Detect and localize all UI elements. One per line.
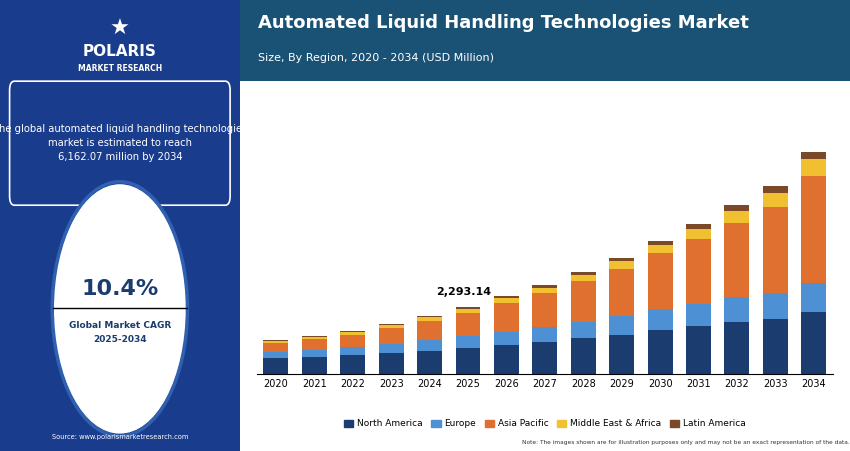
Bar [532,285,558,288]
Bar [264,341,288,343]
Bar [763,319,788,374]
Text: Source: www.polarismarketresearch.com: Source: www.polarismarketresearch.com [52,434,188,441]
Bar [417,340,442,351]
Bar [417,318,442,321]
Bar [571,275,596,281]
Bar [686,224,711,229]
Bar [494,331,518,345]
Bar [494,299,518,303]
Bar [648,309,672,330]
Bar [609,261,634,269]
Bar [532,293,558,327]
Bar [379,325,404,328]
Bar [686,239,711,304]
Bar [532,342,558,374]
Bar [686,304,711,326]
Bar [609,335,634,374]
Bar [724,322,750,374]
Bar [609,269,634,316]
Bar [340,332,366,335]
Bar [571,272,596,275]
Bar [532,327,558,342]
Bar [379,324,404,325]
Bar [648,240,672,245]
Bar [379,353,404,374]
Text: MARKET RESEARCH: MARKET RESEARCH [77,64,162,73]
Bar [802,313,826,374]
Text: POLARIS: POLARIS [83,44,156,60]
Bar [802,152,826,160]
Bar [763,207,788,293]
Text: 10.4%: 10.4% [82,279,158,299]
Bar [532,288,558,293]
Bar [302,357,326,374]
Bar [340,331,366,332]
Bar [724,298,750,322]
Bar [302,336,326,337]
Bar [456,313,480,336]
Text: 2,293.14: 2,293.14 [437,287,492,297]
Bar [763,193,788,207]
Bar [686,229,711,239]
Bar [494,303,518,331]
Bar [264,343,288,352]
Bar [264,359,288,374]
Bar [686,326,711,374]
Bar [648,330,672,374]
Bar [302,337,326,339]
Text: Global Market CAGR: Global Market CAGR [69,321,171,330]
Bar [494,345,518,374]
Bar [494,296,518,299]
Bar [302,339,326,350]
Bar [802,283,826,313]
Bar [609,258,634,261]
Bar [609,316,634,335]
Bar [340,355,366,374]
Bar [264,352,288,359]
Bar [724,222,750,298]
Legend: North America, Europe, Asia Pacific, Middle East & Africa, Latin America: North America, Europe, Asia Pacific, Mid… [341,416,749,432]
Bar [571,281,596,322]
Bar [379,328,404,344]
Bar [379,344,404,353]
Bar [571,322,596,338]
Bar [456,308,480,313]
Bar [417,351,442,374]
Text: Automated Liquid Handling Technologies Market: Automated Liquid Handling Technologies M… [258,14,749,32]
Text: 2025-2034: 2025-2034 [93,335,147,344]
Bar [302,350,326,357]
Text: Size, By Region, 2020 - 2034 (USD Million): Size, By Region, 2020 - 2034 (USD Millio… [258,54,494,64]
Bar [648,245,672,253]
Text: Note: The images shown are for illustration purposes only and may not be an exac: Note: The images shown are for illustrat… [522,440,850,446]
Bar [456,307,480,308]
Bar [802,160,826,176]
Bar [571,338,596,374]
Bar [340,347,366,355]
Bar [648,253,672,309]
Bar [456,336,480,348]
Bar [724,205,750,211]
Bar [802,176,826,283]
Bar [724,211,750,222]
Text: ★: ★ [110,19,130,39]
Bar [340,335,366,347]
Bar [763,186,788,193]
Bar [456,348,480,374]
Text: The global automated liquid handling technologies
market is estimated to reach
6: The global automated liquid handling tec… [0,124,247,162]
Bar [763,293,788,319]
Circle shape [54,185,186,433]
Bar [417,321,442,340]
Bar [417,316,442,318]
